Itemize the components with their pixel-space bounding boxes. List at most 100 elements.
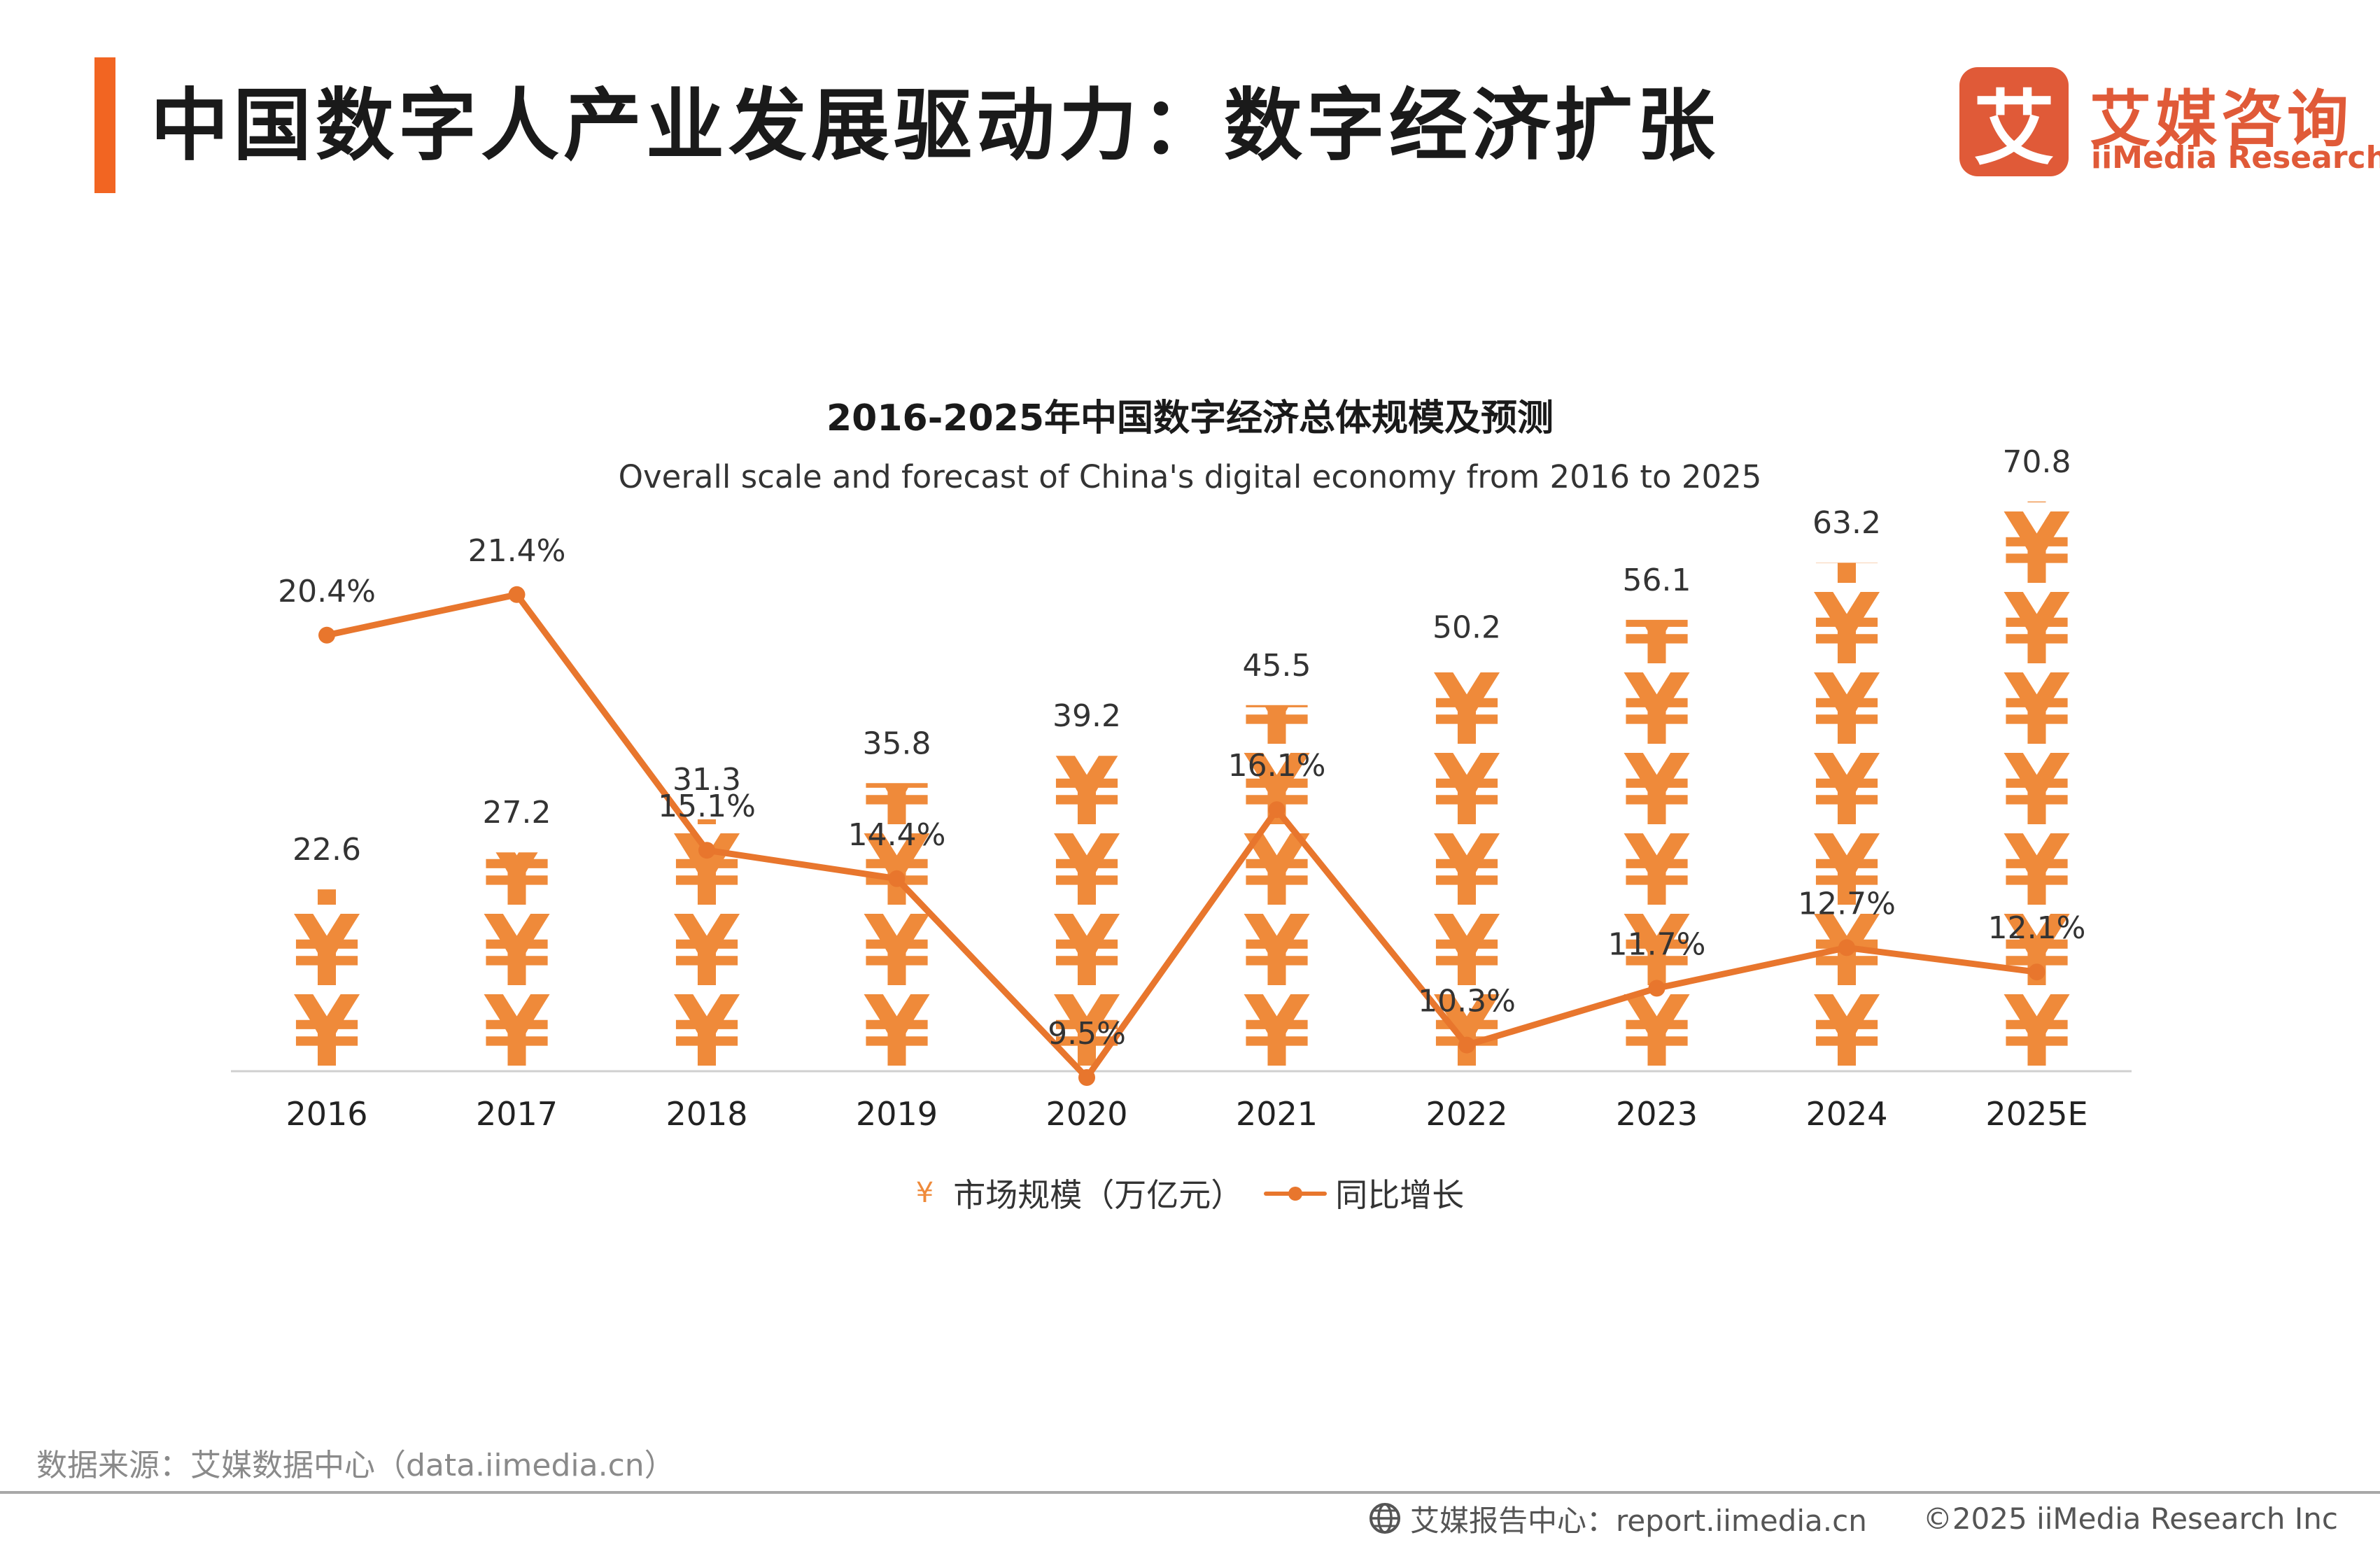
- growth-value-label: 12.1%: [1988, 910, 2086, 946]
- footer-divider: [0, 1491, 2380, 1494]
- yuan-icon: ¥: [2003, 734, 2071, 848]
- legend-bar-label: 市场规模（万亿元）: [953, 1176, 1244, 1214]
- copyright-text: ©2025 iiMedia Research Inc: [1922, 1501, 2338, 1536]
- yuan-icon: ¥: [1623, 734, 1691, 848]
- growth-value-label: 14.4%: [848, 817, 946, 853]
- yuan-icon: ¥: [1812, 573, 1880, 687]
- growth-point-2017: [508, 586, 526, 603]
- growth-value-label: 20.4%: [278, 574, 376, 609]
- iimedia-logo: 艾 艾媒咨询 iiMedia Research: [1959, 67, 2380, 179]
- yuan-icon: ¥: [1623, 654, 1691, 768]
- bar-value-label: 45.5: [1243, 648, 1311, 684]
- growth-value-label: 11.7%: [1608, 926, 1706, 962]
- yuan-icon: ¥: [2003, 573, 2071, 687]
- growth-line: [323, 591, 2040, 1081]
- bar-2017: ¥¥¥: [483, 814, 551, 1089]
- growth-value-label: 16.1%: [1228, 748, 1326, 784]
- yuan-icon: ¥: [1812, 493, 1880, 607]
- bar-value-label: 27.2: [483, 795, 551, 831]
- bar-value-label: 35.8: [863, 726, 931, 761]
- yuan-icon: ¥: [483, 975, 551, 1089]
- logo-mark: 艾: [1959, 67, 2069, 176]
- logo-name-cn: 艾媒咨询: [2090, 83, 2353, 155]
- page-title: 中国数字人产业发展驱动力：数字经济扩张: [150, 80, 1719, 171]
- yuan-icon: ¥: [863, 895, 931, 1009]
- x-tick-label: 2025E: [1985, 1095, 2087, 1133]
- yuan-icon: ¥: [673, 975, 740, 1089]
- bar-value-labels: 22.6 27.2 31.3 35.8 39.2 45.5 50.2 56.1 63.2 70.8: [293, 444, 2071, 868]
- data-source-note: 数据来源：艾媒数据中心（data.iimedia.cn）: [36, 1448, 675, 1483]
- yuan-icon: ¥: [1623, 814, 1691, 928]
- yuan-icon: ¥: [1243, 975, 1311, 1089]
- globe-icon: [1369, 1503, 1400, 1534]
- yuan-icon: ¥: [1432, 895, 1500, 1009]
- yuan-icon: ¥: [2003, 814, 2071, 928]
- legend-line-marker-icon: [1264, 1168, 1328, 1217]
- growth-value-label: 10.3%: [1418, 984, 1516, 1019]
- bar-value-label: 56.1: [1623, 563, 1691, 598]
- yuan-icon: ¥: [293, 975, 360, 1089]
- growth-point-2018: [698, 842, 715, 859]
- yuan-icon: ¥: [1432, 573, 1500, 687]
- page-footer: 艾媒报告中心：report.iimedia.cn ©2025 iiMedia R…: [1368, 1497, 2338, 1539]
- x-tick-label: 2021: [1236, 1095, 1318, 1133]
- yuan-icon: ¥: [2003, 895, 2071, 1009]
- chart-subtitle: Overall scale and forecast of China's di…: [618, 458, 1762, 495]
- yuan-icon: ¥: [1432, 975, 1500, 1089]
- yuan-icon: ¥: [1812, 654, 1880, 768]
- bar-2018: ¥¥¥¥: [673, 819, 740, 1089]
- yuan-icon: ¥: [1052, 814, 1120, 928]
- bar-2025E: ¥¥¥¥¥¥¥¥: [2003, 493, 2071, 1089]
- x-tick-label: 2024: [1805, 1095, 1887, 1133]
- yuan-icon: ¥: [1623, 573, 1691, 687]
- bar-value-label: 39.2: [1052, 698, 1121, 734]
- yuan-icon: ¥: [1432, 654, 1500, 768]
- yuan-icon: ¥: [1052, 734, 1120, 848]
- growth-point-2019: [888, 870, 906, 887]
- growth-point-2021: [1268, 801, 1286, 819]
- bar-2021: ¥¥¥¥¥: [1243, 705, 1311, 1089]
- bar-series: ¥¥¥¥¥¥¥¥¥¥¥¥¥¥¥¥¥¥¥¥¥¥¥¥¥¥¥¥¥¥¥¥¥¥¥¥¥¥¥¥…: [293, 493, 2071, 1089]
- growth-point-2022: [1458, 1036, 1475, 1054]
- growth-line-series: [318, 586, 2045, 1086]
- yuan-icon: ¥: [293, 895, 360, 1009]
- legend-line-label: 同比增长: [1335, 1176, 1465, 1214]
- bar-2022: ¥¥¥¥¥¥: [1432, 573, 1500, 1089]
- growth-value-label: 12.7%: [1798, 886, 1896, 921]
- bar-value-label: 50.2: [1432, 610, 1501, 646]
- yuan-icon: ¥: [1243, 734, 1311, 848]
- yuan-icon: ¥: [483, 814, 551, 928]
- yuan-icon: ¥: [2003, 975, 2071, 1089]
- growth-value-label: 21.4%: [468, 533, 566, 569]
- growth-value-label: 9.5%: [1048, 1016, 1126, 1052]
- yuan-icon: ¥: [1432, 734, 1500, 848]
- yuan-icon: ¥: [863, 734, 931, 848]
- yuan-icon: ¥: [2003, 493, 2071, 607]
- bar-2016: ¥¥¥: [293, 889, 360, 1089]
- yuan-icon: ¥: [1243, 895, 1311, 1009]
- chart-title: 2016-2025年中国数字经济总体规模及预测: [826, 397, 1554, 439]
- growth-value-label: 15.1%: [658, 789, 756, 824]
- growth-point-2020: [1078, 1069, 1095, 1086]
- x-tick-label: 2023: [1616, 1095, 1698, 1133]
- yuan-icon: ¥: [915, 1177, 934, 1209]
- growth-point-2016: [318, 626, 335, 644]
- yuan-icon: ¥: [2003, 654, 2071, 768]
- chart-legend: ¥ 市场规模（万亿元） 同比增长: [0, 1168, 2380, 1217]
- bar-value-label: 22.6: [293, 832, 361, 868]
- x-tick-label: 2019: [856, 1095, 938, 1133]
- yuan-icon: ¥: [483, 895, 551, 1009]
- yuan-icon: ¥: [673, 895, 740, 1009]
- yuan-icon: ¥: [1432, 814, 1500, 928]
- logo-name-en: iiMedia Research: [2091, 140, 2380, 176]
- yuan-icon: ¥: [1812, 814, 1880, 928]
- growth-value-labels: 20.4% 21.4% 15.1% 14.4% 9.5% 16.1% 10.3% 11.7% 1…: [278, 533, 2085, 1052]
- report-center-link[interactable]: 艾媒报告中心：report.iimedia.cn: [1409, 1503, 1867, 1538]
- bar-value-label: 63.2: [1812, 505, 1881, 541]
- growth-point-2023: [1648, 980, 1666, 997]
- yuan-icon: ¥: [1052, 895, 1120, 1009]
- x-tick-label: 2016: [286, 1095, 367, 1133]
- title-accent-bar: [94, 57, 115, 193]
- growth-point-2025E: [2028, 963, 2045, 981]
